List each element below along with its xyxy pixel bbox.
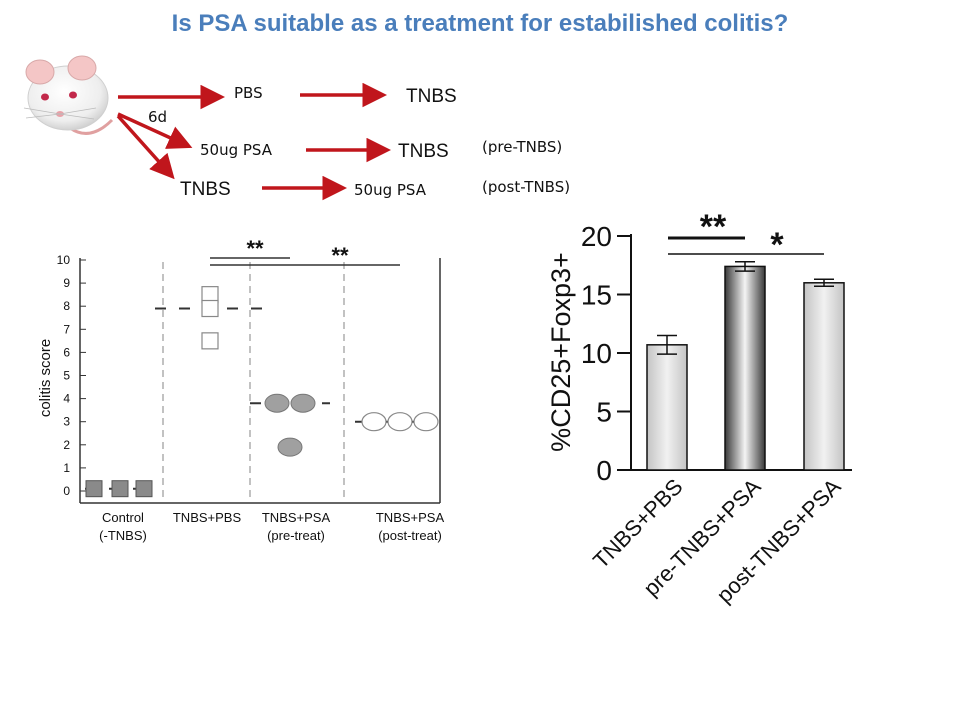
y-tick-label: 3: [63, 415, 70, 429]
significance-label: **: [246, 236, 264, 261]
significance-markers: ** **: [210, 236, 400, 268]
significance-label: **: [700, 208, 727, 246]
y-tick-label: 15: [581, 280, 612, 311]
row1-second: TNBS: [406, 86, 457, 107]
group-sublabel: (pre-treat): [267, 528, 325, 543]
y-tick-label: 6: [63, 345, 70, 359]
y-tick-label: 20: [581, 221, 612, 252]
row3-note: (post-TNBS): [482, 178, 570, 196]
group-sublabel: (-TNBS): [99, 528, 147, 543]
data-point: [85, 480, 103, 498]
mouse-icon: [23, 55, 114, 135]
data-point: [135, 480, 153, 498]
data-point: [277, 437, 303, 457]
y-tick-label: 1: [63, 461, 70, 475]
y-tick-label: 8: [63, 299, 70, 313]
interval-label: 6d: [148, 108, 167, 126]
row3-second: 50ug PSA: [354, 181, 427, 199]
y-tick-label: 0: [63, 484, 70, 498]
bar: [803, 282, 845, 471]
y-tick-label: 0: [596, 455, 612, 486]
bar: [724, 265, 766, 471]
y-axis-label: colitis score: [37, 339, 54, 417]
error-bars: [657, 260, 834, 355]
row2-note: (pre-TNBS): [482, 138, 562, 156]
bar: [646, 344, 688, 471]
data-points: [85, 286, 439, 498]
data-point: [413, 412, 439, 432]
significance-label: **: [331, 243, 349, 268]
group-label: TNBS+PSA: [262, 510, 331, 525]
y-tick-label: 4: [63, 392, 70, 406]
significance-markers: ** *: [668, 208, 824, 264]
data-point: [201, 299, 219, 318]
data-point: [111, 480, 129, 498]
group-label: Control: [102, 510, 144, 525]
y-tick-label: 5: [596, 397, 612, 428]
page-title: Is PSA suitable as a treatment for estab…: [171, 10, 789, 37]
arrow-to-tnbs: [116, 114, 175, 180]
y-tick-label: 10: [581, 338, 612, 369]
experiment-schema: 6d PBS TNBS 50ug PSA TNBS (pre-TNBS) TNB…: [23, 55, 570, 201]
row2-first: 50ug PSA: [200, 141, 273, 159]
data-point: [387, 412, 413, 432]
row1-first: PBS: [234, 84, 263, 102]
y-tick-label: 2: [63, 438, 70, 452]
y-axis-label: %CD25+Foxp3+: [546, 252, 576, 452]
group-label: TNBS+PSA: [376, 510, 445, 525]
group-sublabel: (post-treat): [378, 528, 442, 543]
arrow-to-psa: [117, 112, 193, 149]
y-tick-label: 5: [63, 369, 70, 383]
group-labels: Control (-TNBS) TNBS+PBS TNBS+PSA (pre-treat…: [99, 510, 444, 543]
group-label: TNBS+PBS: [173, 510, 242, 525]
data-point: [361, 412, 387, 432]
row2-second: TNBS: [398, 141, 449, 162]
y-ticks: 0 1 2 3 4 5 6 7 8 9 10: [57, 253, 86, 498]
y-ticks: 0 5 10 15 20: [581, 221, 631, 486]
y-tick-label: 7: [63, 322, 70, 336]
data-point: [290, 393, 316, 413]
significance-label: *: [770, 226, 784, 264]
data-point: [201, 332, 219, 350]
y-tick-label: 9: [63, 276, 70, 290]
group-dividers: [162, 262, 345, 498]
data-point: [264, 393, 290, 413]
y-tick-label: 10: [57, 253, 71, 267]
row3-first: TNBS: [180, 179, 231, 200]
bars: [646, 265, 845, 471]
